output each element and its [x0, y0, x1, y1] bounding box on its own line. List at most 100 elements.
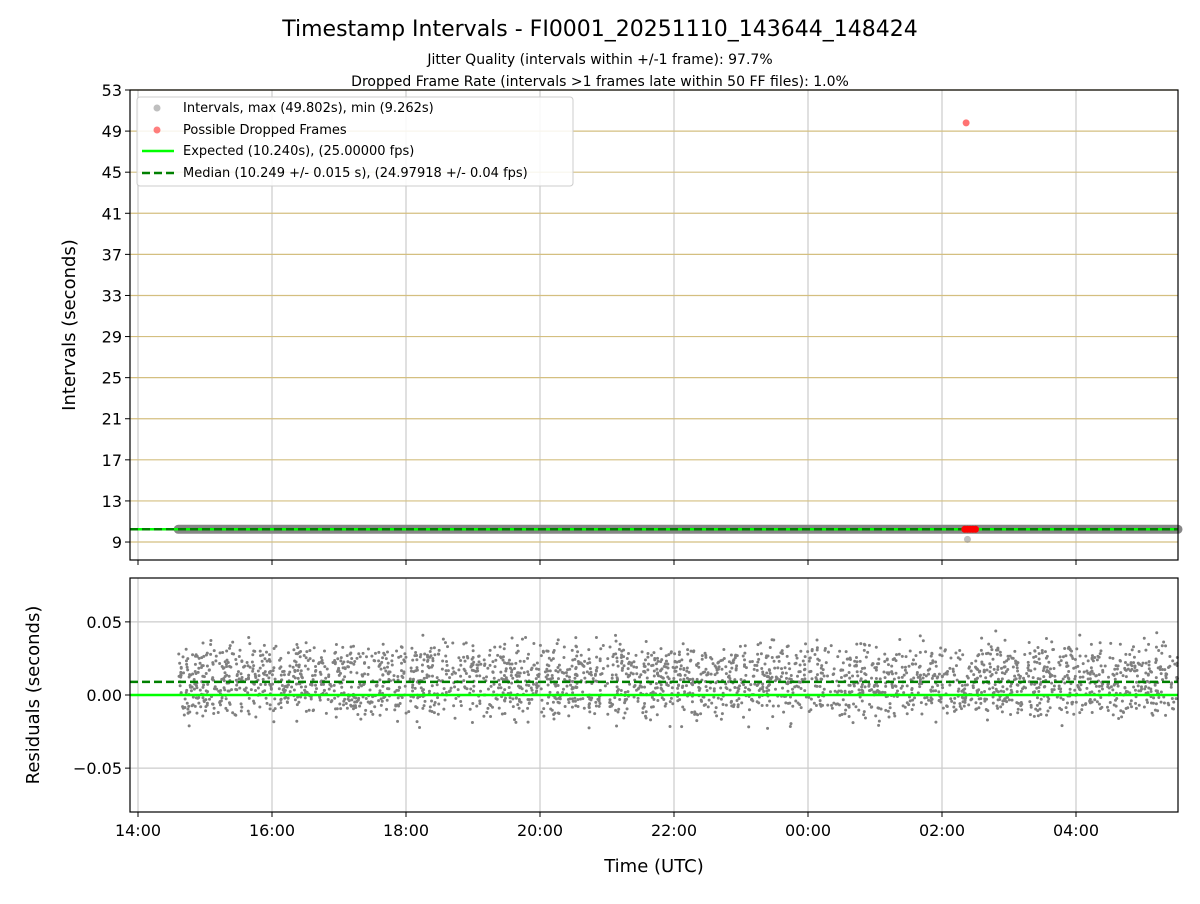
residual-point	[1029, 703, 1033, 707]
residual-point	[185, 662, 189, 666]
residual-point	[1099, 664, 1103, 668]
residual-point	[181, 655, 185, 659]
residual-point	[819, 666, 823, 670]
residual-point	[348, 652, 352, 656]
residual-point	[1130, 667, 1134, 671]
residual-point	[246, 676, 250, 680]
residual-point	[218, 703, 222, 707]
residual-point	[1068, 647, 1072, 651]
residual-point	[952, 705, 956, 709]
residual-point	[839, 668, 843, 672]
residual-point	[279, 656, 283, 660]
residual-point	[462, 655, 466, 659]
residual-point	[303, 696, 307, 700]
residual-point	[336, 657, 340, 661]
residual-point	[297, 700, 301, 704]
residual-point	[464, 641, 468, 645]
residual-point	[327, 675, 331, 679]
residual-point	[853, 659, 857, 663]
residual-point	[696, 713, 700, 717]
residual-point	[654, 682, 658, 686]
residual-point	[838, 713, 842, 717]
residual-point	[992, 667, 996, 671]
residual-point	[551, 657, 555, 661]
residual-point	[1048, 675, 1052, 679]
residual-point	[1016, 711, 1020, 715]
residual-point	[546, 701, 550, 705]
residual-point	[334, 650, 338, 654]
residual-point	[497, 686, 501, 690]
residual-point	[618, 697, 622, 701]
residual-point	[898, 637, 902, 641]
residual-point	[755, 668, 759, 672]
residual-point	[756, 660, 760, 664]
residual-point	[410, 646, 414, 650]
residual-point	[903, 665, 907, 669]
residual-point	[1011, 665, 1015, 669]
residual-point	[1098, 641, 1102, 645]
residual-point	[340, 685, 344, 689]
residual-point	[606, 657, 610, 661]
residual-point	[639, 673, 643, 677]
residual-point	[1035, 696, 1039, 700]
residual-point	[537, 667, 541, 671]
residual-point	[999, 666, 1003, 670]
residual-point	[977, 688, 981, 692]
residual-point	[497, 706, 501, 710]
residual-point	[977, 653, 981, 657]
residual-point	[1088, 699, 1092, 703]
residual-point	[393, 690, 397, 694]
residual-point	[677, 683, 681, 687]
residual-point	[926, 668, 930, 672]
residual-point	[282, 669, 286, 673]
residual-point	[777, 655, 781, 659]
residual-point	[548, 669, 552, 673]
residual-point	[714, 706, 718, 710]
residual-point	[635, 665, 639, 669]
residual-point	[588, 667, 592, 671]
residual-point	[179, 675, 183, 679]
residual-point	[567, 675, 571, 679]
residual-point	[1078, 711, 1082, 715]
residual-point	[962, 691, 966, 695]
residual-point	[1059, 690, 1063, 694]
residual-point	[921, 639, 925, 643]
residual-point	[963, 700, 967, 704]
residual-point	[211, 676, 215, 680]
residual-point	[958, 649, 962, 653]
residual-point	[201, 641, 205, 645]
residual-point	[1097, 689, 1101, 693]
residual-point	[738, 644, 742, 648]
residual-point	[643, 714, 647, 718]
residual-point	[747, 708, 751, 712]
residual-point	[752, 674, 756, 678]
residual-point	[1060, 724, 1064, 728]
residual-point	[251, 667, 255, 671]
residual-point	[1117, 716, 1121, 720]
residual-point	[1070, 701, 1074, 705]
residual-point	[194, 671, 198, 675]
residual-point	[817, 658, 821, 662]
residual-point	[526, 720, 530, 724]
residual-point	[468, 707, 472, 711]
residual-point	[781, 686, 785, 690]
residual-point	[1112, 673, 1116, 677]
y-tick-label: 17	[102, 451, 122, 470]
residual-point	[498, 683, 502, 687]
residual-point	[235, 662, 239, 666]
residual-point	[848, 663, 852, 667]
residual-point	[258, 649, 262, 653]
residual-point	[450, 672, 454, 676]
residual-point	[243, 689, 247, 693]
residual-point	[838, 649, 842, 653]
residual-point	[615, 685, 619, 689]
residual-point	[457, 668, 461, 672]
residual-point	[603, 684, 607, 688]
residual-point	[514, 661, 518, 665]
residual-point	[304, 709, 308, 713]
residual-point	[527, 698, 531, 702]
residual-point	[482, 676, 486, 680]
residual-point	[1152, 696, 1156, 700]
residual-point	[1162, 701, 1166, 705]
residual-point	[809, 708, 813, 712]
